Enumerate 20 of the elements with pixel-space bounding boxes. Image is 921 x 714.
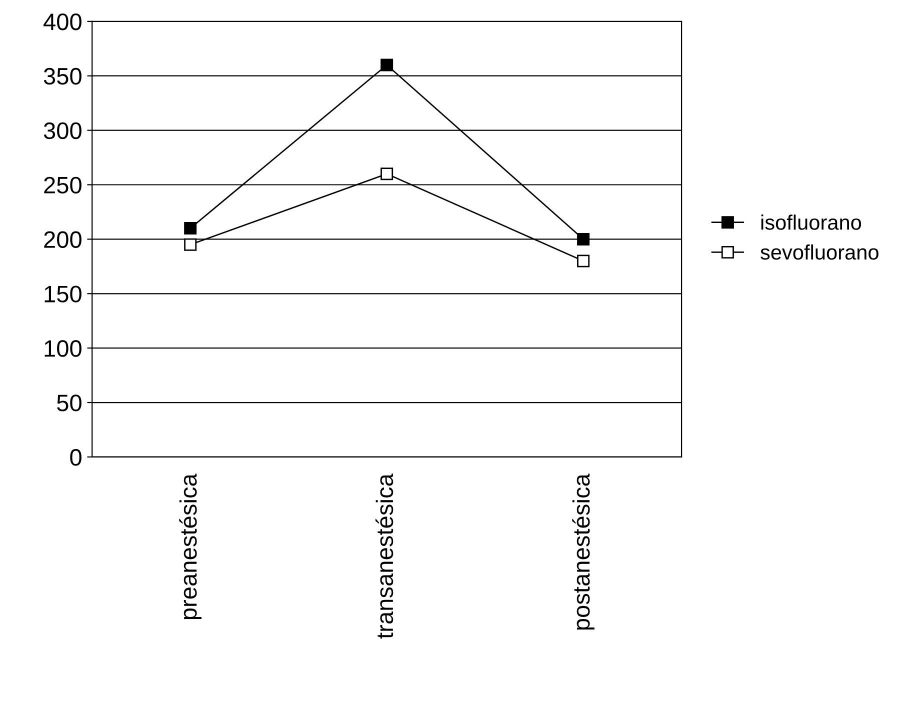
point xyxy=(577,254,590,268)
point xyxy=(577,232,590,246)
y-tick-label: 300 xyxy=(44,122,82,140)
legend-label: sevofluorano xyxy=(760,244,878,260)
y-tick-label: 400 xyxy=(44,13,82,30)
y-tick-label: 350 xyxy=(44,68,82,85)
x-tick-label: transanestésica xyxy=(376,474,394,639)
point xyxy=(184,238,197,251)
point xyxy=(184,222,197,235)
x-tick-label: preanestésica xyxy=(179,474,202,620)
y-tick-label: 250 xyxy=(44,176,82,194)
point xyxy=(380,168,394,180)
y-tick-label: 100 xyxy=(44,340,82,357)
y-tick-label: 0 xyxy=(70,449,82,466)
point xyxy=(380,58,394,72)
x-tick-label: postanestésica xyxy=(572,474,594,630)
y-tick-label: 200 xyxy=(44,231,82,248)
y-tick-label: 150 xyxy=(44,286,82,302)
legend-label: isofluorano xyxy=(761,214,862,230)
y-tick-label: 50 xyxy=(57,394,82,412)
